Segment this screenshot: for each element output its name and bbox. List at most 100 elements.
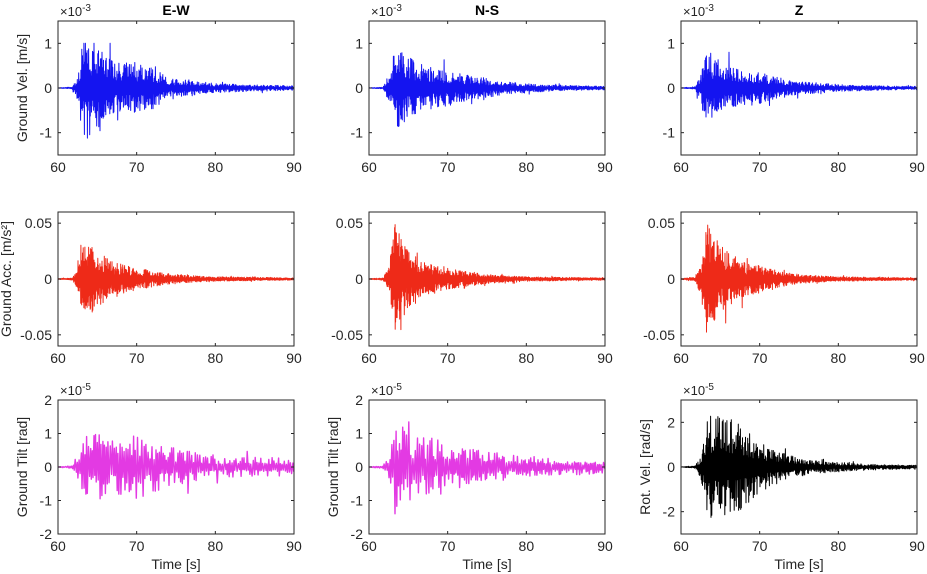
- axis-exponent: ×10-5: [683, 382, 714, 398]
- y-tick-label: 0: [355, 271, 363, 287]
- x-tick-label: 70: [752, 350, 768, 366]
- y-tick-label: 0: [355, 459, 363, 475]
- x-tick-label: 60: [50, 159, 66, 175]
- column-title: N-S: [475, 2, 499, 18]
- y-tick-label: 2: [667, 414, 675, 430]
- x-tick-label: 90: [909, 350, 925, 366]
- x-tick-label: 60: [673, 350, 689, 366]
- x-tick-label: 60: [361, 538, 377, 554]
- x-tick-label: 60: [361, 350, 377, 366]
- x-axis-label: Time [s]: [462, 556, 511, 572]
- x-tick-label: 80: [519, 159, 535, 175]
- exponent-value: -3: [82, 3, 91, 14]
- x-tick-label: 80: [519, 350, 535, 366]
- y-tick-label: -0.05: [643, 327, 675, 343]
- axis-exponent: ×10-5: [371, 382, 402, 398]
- x-tick-label: 80: [831, 538, 847, 554]
- y-tick-label: -2: [663, 504, 676, 520]
- y-tick-label: 0: [44, 271, 52, 287]
- y-tick-label: -0.05: [20, 327, 52, 343]
- x-axis-label: Time [s]: [774, 556, 823, 572]
- y-axis-label: Ground Tilt [rad]: [325, 417, 341, 517]
- y-tick-label: 0: [44, 80, 52, 96]
- x-tick-label: 60: [673, 538, 689, 554]
- x-tick-label: 90: [909, 538, 925, 554]
- axis-exponent: ×10-3: [371, 3, 402, 19]
- x-tick-label: 90: [286, 350, 302, 366]
- y-tick-label: 1: [44, 35, 52, 51]
- x-tick-label: 60: [673, 159, 689, 175]
- x-tick-label: 90: [286, 538, 302, 554]
- y-tick-label: 0.05: [648, 215, 675, 231]
- x-tick-label: 90: [286, 159, 302, 175]
- y-tick-label: 0.05: [25, 215, 52, 231]
- waveform-trace-0-1: [368, 52, 606, 127]
- x-tick-label: 90: [597, 538, 613, 554]
- x-tick-label: 80: [519, 538, 535, 554]
- waveform-trace-0-2: [680, 51, 918, 118]
- exponent-value: -5: [393, 382, 402, 393]
- axis-exponent: ×10-3: [60, 3, 91, 19]
- waveform-trace-2-2: [680, 415, 918, 518]
- x-tick-label: 70: [440, 350, 456, 366]
- axis-exponent: ×10-3: [683, 3, 714, 19]
- column-title: E-W: [162, 2, 190, 18]
- x-tick-label: 80: [831, 159, 847, 175]
- x-tick-label: 80: [208, 350, 224, 366]
- waveform-trace-1-0: [57, 244, 295, 313]
- x-tick-label: 70: [440, 538, 456, 554]
- waveform-trace-1-2: [680, 224, 918, 333]
- y-tick-label: 0: [667, 459, 675, 475]
- x-tick-label: 90: [597, 159, 613, 175]
- exponent-value: -5: [705, 382, 714, 393]
- x-tick-label: 90: [597, 350, 613, 366]
- y-axis-label: Ground Vel. [m/s]: [14, 34, 30, 142]
- y-tick-label: 1: [355, 35, 363, 51]
- y-tick-label: -2: [40, 526, 53, 542]
- y-tick-label: 2: [44, 392, 52, 408]
- x-axis-label: Time [s]: [151, 556, 200, 572]
- x-tick-label: 60: [50, 538, 66, 554]
- x-tick-label: 90: [909, 159, 925, 175]
- x-tick-label: 70: [752, 538, 768, 554]
- y-axis-label: Ground Acc. [m/s²]: [0, 221, 14, 337]
- x-tick-label: 80: [831, 350, 847, 366]
- y-tick-label: 0: [667, 80, 675, 96]
- y-axis-label: Rot. Vel. [rad/s]: [637, 419, 653, 515]
- waveform-trace-2-0: [57, 433, 295, 500]
- x-tick-label: 70: [129, 350, 145, 366]
- x-tick-label: 70: [752, 159, 768, 175]
- waveform-trace-2-1: [368, 421, 606, 515]
- y-tick-label: -0.05: [331, 327, 363, 343]
- x-tick-label: 70: [129, 159, 145, 175]
- y-axis-label: Ground Tilt [rad]: [14, 417, 30, 517]
- x-tick-label: 80: [208, 159, 224, 175]
- x-tick-label: 60: [50, 350, 66, 366]
- y-tick-label: 0.05: [336, 215, 363, 231]
- y-tick-label: -1: [351, 125, 364, 141]
- column-title: Z: [795, 2, 804, 18]
- waveform-trace-1-1: [368, 224, 606, 331]
- waveform-trace-0-0: [57, 42, 295, 139]
- x-tick-label: 70: [129, 538, 145, 554]
- exponent-value: -3: [705, 3, 714, 14]
- y-tick-label: -1: [663, 125, 676, 141]
- x-tick-label: 70: [440, 159, 456, 175]
- y-tick-label: -2: [351, 526, 364, 542]
- x-tick-label: 80: [208, 538, 224, 554]
- y-tick-label: 0: [44, 459, 52, 475]
- y-tick-label: 1: [667, 35, 675, 51]
- exponent-value: -3: [393, 3, 402, 14]
- x-tick-label: 60: [361, 159, 377, 175]
- axis-exponent: ×10-5: [60, 382, 91, 398]
- y-tick-label: -1: [40, 493, 53, 509]
- y-tick-label: 0: [667, 271, 675, 287]
- y-tick-label: 0: [355, 80, 363, 96]
- y-tick-label: 1: [44, 426, 52, 442]
- y-tick-label: -1: [40, 125, 53, 141]
- y-tick-label: 2: [355, 392, 363, 408]
- y-tick-label: 1: [355, 426, 363, 442]
- exponent-value: -5: [82, 382, 91, 393]
- y-tick-label: -1: [351, 493, 364, 509]
